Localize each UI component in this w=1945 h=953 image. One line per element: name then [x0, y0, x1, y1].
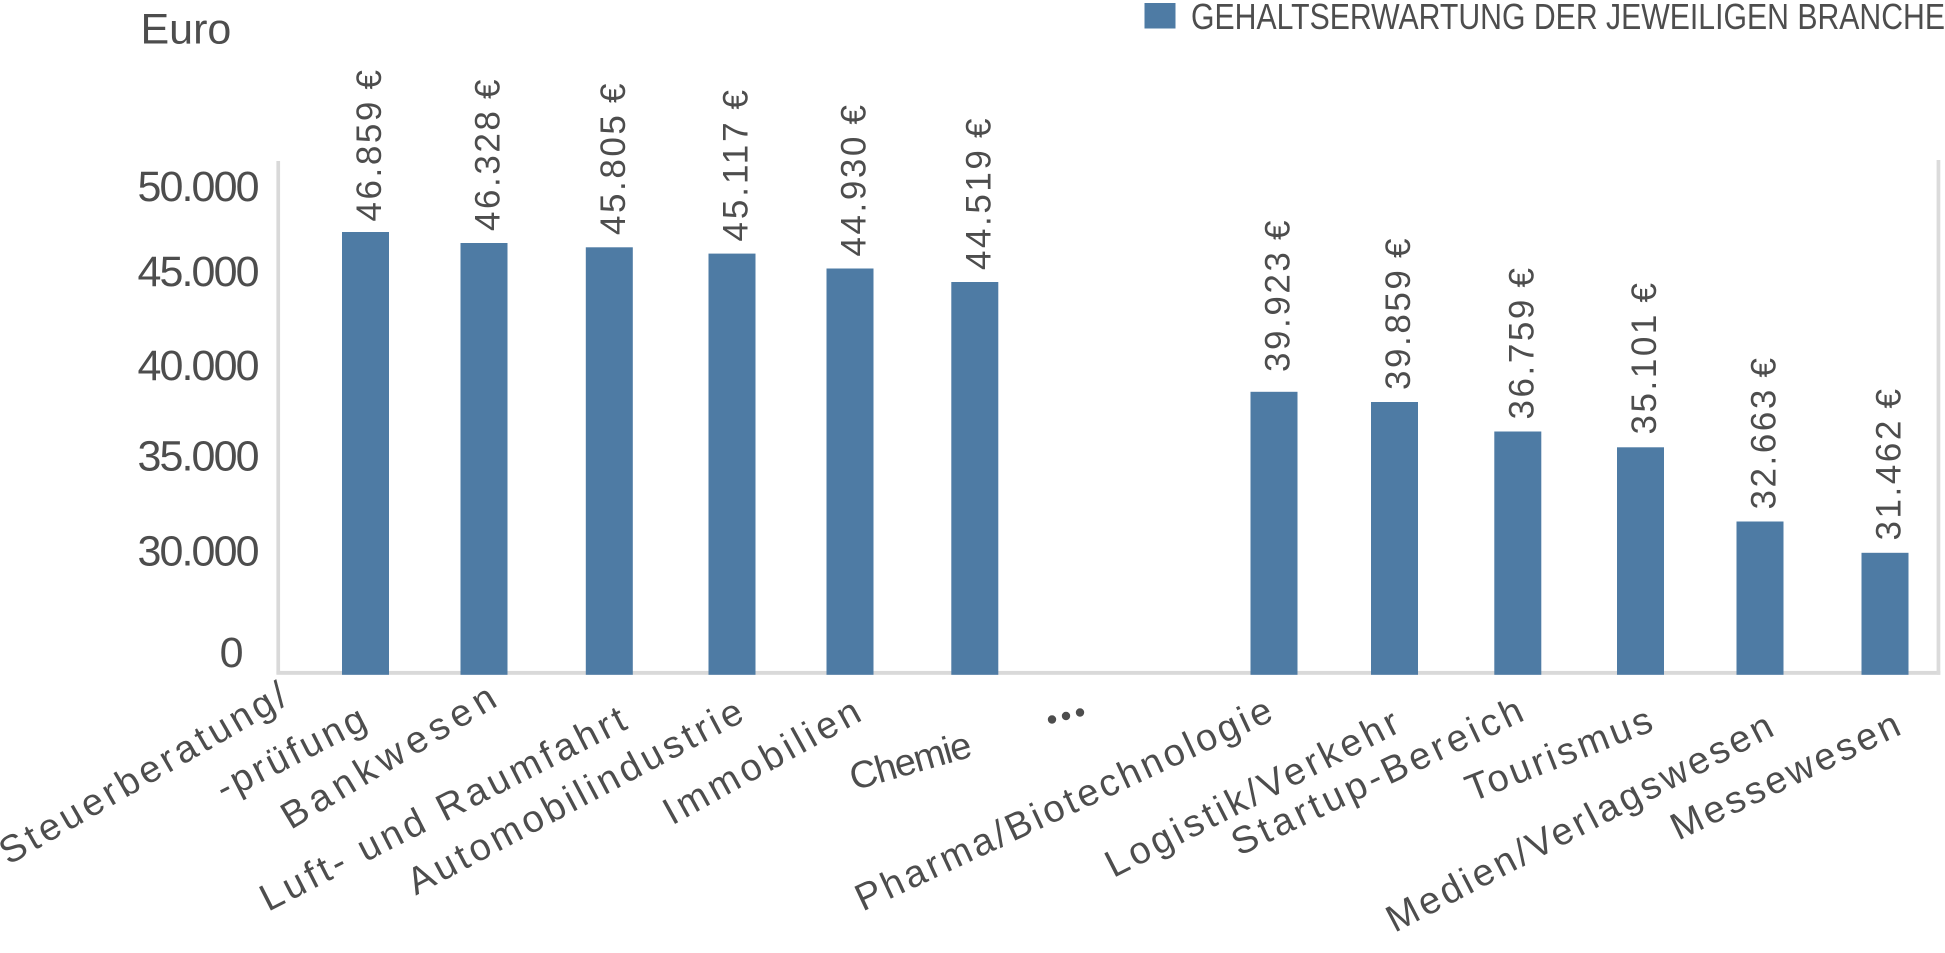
svg-text:32.663 €: 32.663 € [1745, 358, 1784, 510]
svg-text:44.519 €: 44.519 € [959, 118, 998, 270]
svg-text:31.462 €: 31.462 € [1870, 389, 1909, 541]
svg-text:30.000: 30.000 [138, 527, 260, 575]
svg-text:44.930 €: 44.930 € [835, 105, 874, 257]
svg-text:36.759 €: 36.759 € [1502, 268, 1541, 420]
svg-text:39.859 €: 39.859 € [1379, 239, 1418, 391]
svg-text:35.000: 35.000 [138, 433, 260, 481]
svg-text:39.923 €: 39.923 € [1259, 221, 1298, 373]
svg-text:GEHALTSERWARTUNG DER JEWEILIGE: GEHALTSERWARTUNG DER JEWEILIGEN BRANCHE [1191, 0, 1945, 37]
svg-text:Chemie: Chemie [845, 724, 977, 799]
svg-text:40.000: 40.000 [138, 342, 260, 390]
svg-text:45.117 €: 45.117 € [717, 90, 756, 242]
svg-text:0: 0 [220, 629, 244, 677]
svg-text:46.859 €: 46.859 € [350, 70, 389, 222]
svg-text:35.101 €: 35.101 € [1625, 283, 1664, 435]
svg-text:Immobilien: Immobilien [656, 691, 868, 834]
svg-text:50.000: 50.000 [138, 163, 260, 211]
svg-text:46.328 €: 46.328 € [469, 80, 508, 232]
svg-text:Euro: Euro [141, 5, 232, 53]
svg-text:45.805 €: 45.805 € [594, 84, 633, 236]
svg-text:45.000: 45.000 [138, 248, 260, 296]
